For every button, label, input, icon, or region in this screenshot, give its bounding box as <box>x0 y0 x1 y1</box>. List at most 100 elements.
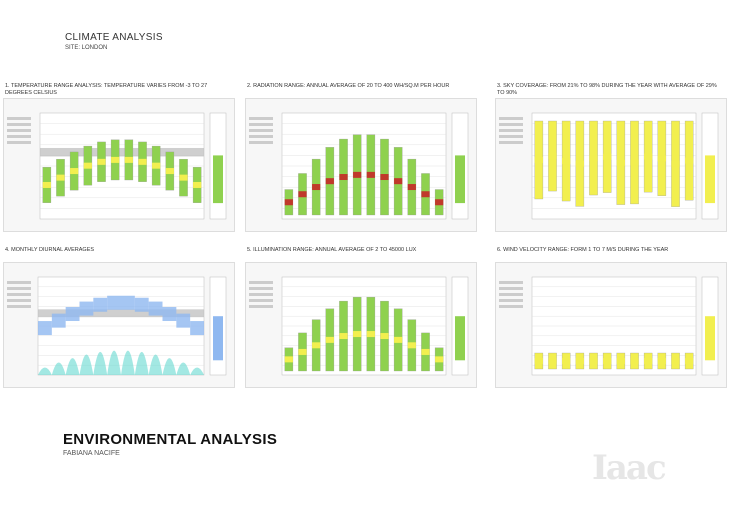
logo: Iaac <box>592 448 667 488</box>
decoration <box>176 313 191 328</box>
decoration <box>499 141 523 144</box>
decoration <box>65 358 80 375</box>
decoration <box>138 158 147 165</box>
decoration <box>51 362 66 375</box>
decoration <box>353 331 362 338</box>
decoration <box>421 348 430 355</box>
decoration <box>190 321 204 336</box>
decoration <box>534 358 543 364</box>
decoration <box>575 358 584 364</box>
decoration <box>249 281 273 284</box>
decoration <box>325 336 334 343</box>
decoration <box>121 350 135 375</box>
panel-caption: 5. ILLUMINATION RANGE: ANNUAL AVERAGE OF… <box>247 247 417 253</box>
panel-caption: 3. SKY COVERAGE: FROM 21% TO 98% DURING … <box>497 83 717 96</box>
decoration <box>249 123 273 126</box>
decoration <box>353 171 362 178</box>
author: FABIANA NACIFE <box>63 450 120 457</box>
decoration <box>499 135 523 138</box>
decoration <box>435 199 444 206</box>
decoration <box>366 331 375 338</box>
decoration <box>249 305 273 308</box>
decoration <box>40 147 204 157</box>
decoration <box>56 174 65 181</box>
decoration <box>7 299 31 302</box>
decoration <box>534 157 543 163</box>
decoration <box>671 358 680 364</box>
decoration <box>644 358 653 364</box>
decoration <box>249 129 273 132</box>
decoration <box>38 367 52 375</box>
decoration <box>499 117 523 120</box>
decoration <box>499 129 523 132</box>
decoration <box>249 299 273 302</box>
decoration <box>7 117 31 120</box>
decoration <box>134 351 149 375</box>
decoration <box>575 160 584 167</box>
decoration <box>562 358 571 364</box>
decoration <box>152 162 161 169</box>
decoration <box>124 156 133 163</box>
decoration <box>190 367 204 375</box>
decoration <box>603 358 612 364</box>
decoration <box>616 159 625 166</box>
chart-screenshot <box>3 262 235 388</box>
decoration <box>7 123 31 126</box>
decoration <box>562 158 571 165</box>
decoration <box>548 358 557 364</box>
panel-caption: 2. RADIATION RANGE: ANNUAL AVERAGE OF 20… <box>247 83 450 89</box>
decoration <box>93 351 108 375</box>
decoration <box>162 358 177 375</box>
decoration <box>705 316 715 361</box>
decoration <box>380 174 389 181</box>
decoration <box>7 287 31 290</box>
decoration <box>42 181 51 188</box>
decoration <box>79 354 94 375</box>
chart-screenshot <box>3 98 235 232</box>
decoration <box>65 307 80 322</box>
decoration <box>249 117 273 120</box>
decoration <box>134 297 149 312</box>
decoration <box>7 129 31 132</box>
decoration <box>298 191 307 198</box>
decoration <box>685 358 694 364</box>
decoration <box>79 301 94 316</box>
decoration <box>407 342 416 349</box>
decoration <box>193 181 202 188</box>
decoration <box>630 358 639 364</box>
decoration <box>339 333 348 340</box>
decoration <box>249 141 273 144</box>
decoration <box>589 155 598 162</box>
decoration <box>499 123 523 126</box>
decoration <box>499 305 523 308</box>
chart-screenshot <box>245 98 477 232</box>
decoration <box>83 162 92 169</box>
decoration <box>499 299 523 302</box>
decoration <box>176 362 191 375</box>
decoration <box>111 156 120 163</box>
decoration <box>421 191 430 198</box>
decoration <box>7 141 31 144</box>
decoration <box>7 293 31 296</box>
decoration <box>455 155 465 204</box>
decoration <box>107 295 121 310</box>
decoration <box>339 174 348 181</box>
chart-screenshot <box>495 262 727 388</box>
decoration <box>38 321 52 336</box>
decoration <box>705 155 715 204</box>
decoration <box>657 358 666 364</box>
decoration <box>589 358 598 364</box>
decoration <box>616 358 625 364</box>
decoration <box>213 155 223 204</box>
decoration <box>107 350 121 375</box>
decoration <box>7 305 31 308</box>
decoration <box>407 184 416 191</box>
subtitle: SITE: LONDON <box>65 45 108 51</box>
panel-caption: 1. TEMPERATURE RANGE ANALYSIS: TEMPERATU… <box>5 83 208 96</box>
decoration <box>380 333 389 340</box>
panel-caption: 4. MONTHLY DIURNAL AVERAGES <box>5 247 95 253</box>
decoration <box>7 135 31 138</box>
decoration <box>179 174 188 181</box>
decoration <box>499 293 523 296</box>
